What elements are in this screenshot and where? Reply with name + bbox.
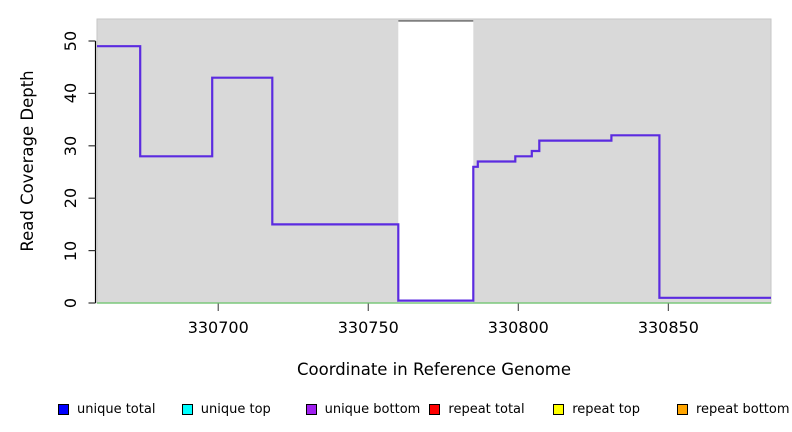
legend-item-unique-total: unique total <box>58 399 155 419</box>
legend-swatch-unique-top <box>181 403 193 415</box>
y-tick-label: 30 <box>60 135 80 156</box>
legend-swatch-unique-bottom <box>305 403 317 415</box>
x-tick-label: 330850 <box>637 318 699 337</box>
legend-label: repeat top <box>572 401 640 417</box>
no-data-gap-region <box>398 19 474 303</box>
y-tick-label: 10 <box>60 240 80 261</box>
y-axis-title: Read Coverage Depth <box>18 70 37 252</box>
x-tick-label: 330750 <box>337 318 399 337</box>
legend-item-repeat-bottom: repeat bottom <box>677 399 790 419</box>
y-tick-label: 20 <box>60 188 80 209</box>
legend-item-repeat-top: repeat top <box>553 399 640 419</box>
legend-label: unique total <box>77 401 156 417</box>
legend-label: unique bottom <box>324 401 421 417</box>
legend-swatch-repeat-bottom <box>677 403 688 415</box>
x-tick-label: 330800 <box>487 318 549 337</box>
legend-swatch-repeat-total <box>429 403 441 415</box>
x-tick-label: 330700 <box>187 318 249 337</box>
y-tick-label: 0 <box>60 297 80 309</box>
x-axis-title: Coordinate in Reference Genome <box>296 360 572 379</box>
coverage-step-line <box>97 45 771 302</box>
legend-item-unique-bottom: unique bottom <box>305 399 421 419</box>
legend-swatch-unique-total <box>58 403 69 415</box>
legend-label: repeat bottom <box>696 401 790 417</box>
legend-label: repeat total <box>448 401 525 417</box>
y-tick-label: 50 <box>60 30 80 52</box>
y-tick-label: 40 <box>60 83 80 104</box>
legend-item-unique-top: unique top <box>181 399 271 419</box>
legend-swatch-repeat-top <box>553 403 565 415</box>
legend-item-repeat-total: repeat total <box>429 399 525 419</box>
legend-label: unique top <box>200 401 271 417</box>
